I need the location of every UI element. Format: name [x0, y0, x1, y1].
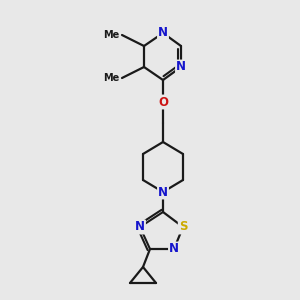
Text: N: N [135, 220, 145, 233]
Text: N: N [169, 242, 179, 256]
Text: N: N [158, 185, 168, 199]
Text: Me: Me [103, 30, 119, 40]
Text: N: N [176, 61, 186, 74]
Text: O: O [158, 95, 168, 109]
Text: Me: Me [103, 73, 119, 83]
Text: S: S [179, 220, 187, 233]
Text: N: N [158, 26, 168, 40]
